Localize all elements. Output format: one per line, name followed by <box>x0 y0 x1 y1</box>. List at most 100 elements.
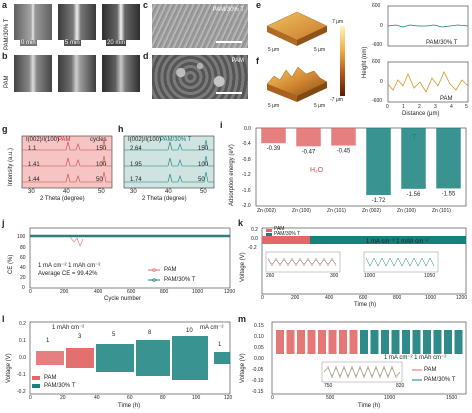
m-ytick: 0.05 <box>254 345 264 351</box>
cycling-block <box>454 330 463 354</box>
l-rate: 8 <box>148 330 152 336</box>
afm-e-ytick-bot: -600 <box>372 42 383 48</box>
panel-label-j: j <box>2 218 5 228</box>
rate-block <box>36 351 64 365</box>
k-xtick: 1200 <box>456 295 468 301</box>
photo-a-20min <box>102 4 140 40</box>
m-inset-start: 750 <box>324 383 333 389</box>
xrd-trace <box>22 171 112 183</box>
afm-e-ytick-mid: 0 <box>380 23 383 29</box>
afm-colorbar-top: 7 μm <box>332 19 344 25</box>
ce-condition: 1 mA cm⁻² 1 mAh cm⁻² <box>38 263 101 269</box>
m-xtick: 500 <box>326 395 335 401</box>
m-ylabel: Voltage (V) <box>240 353 246 383</box>
xrd-g-ylabel: Intensity (a.u.) <box>8 147 14 186</box>
ce-xlabel: Cycle number <box>104 296 142 302</box>
m-condition: 1 mA cm⁻² 1 mAh cm⁻² <box>384 355 447 361</box>
afm-xtick: 0 <box>386 104 389 110</box>
k-ytick-2: 0.2 <box>251 227 258 233</box>
l-xtick: 100 <box>192 395 201 401</box>
k-legend <box>266 229 272 236</box>
k-xtick: 400 <box>325 295 334 301</box>
ce-ytick: 0 <box>22 285 25 291</box>
l-xtick: 80 <box>160 395 166 401</box>
cycling-block <box>402 330 410 354</box>
k-inset1-start: 260 <box>266 273 275 279</box>
l-ytick: 0.1 <box>19 338 26 344</box>
l-ytick: -0.1 <box>17 372 26 378</box>
afm-profile-e <box>387 5 469 47</box>
ce-legend <box>148 268 160 282</box>
m-legend <box>412 369 422 381</box>
ce-legend-pam: PAM <box>164 267 177 273</box>
xrd-h-ratio-1: 1.95 <box>130 162 142 168</box>
afm-xtick: 2 <box>418 104 421 110</box>
cycling-block <box>370 330 379 354</box>
panel-label-b: b <box>2 51 8 61</box>
k-inset2-end: 1050 <box>424 273 436 279</box>
m-ytick: 0.15 <box>254 323 264 329</box>
adsorption-value-label: -1.55 <box>442 191 456 197</box>
afm-profile-f <box>387 61 469 103</box>
xrd-h-header-ratio: I(002)/I(100) <box>128 137 162 143</box>
rate-block <box>96 344 134 372</box>
bar-i-ytick: 0.0 <box>244 126 251 132</box>
bar-i-ytick: -2.0 <box>242 203 251 209</box>
cycling-chart-m <box>271 321 467 395</box>
bar-i-category: Zn (002) <box>362 208 381 214</box>
photo-b-5min <box>58 55 96 92</box>
bar-i-category: Zn (101) <box>327 208 346 214</box>
k-ytick-0: -0.2 <box>248 245 257 251</box>
panel-label-e: e <box>256 0 262 10</box>
m-ytick: -0.10 <box>252 378 264 384</box>
photo-b-20min <box>102 55 140 92</box>
l-cap-label: 1 mAh cm⁻² <box>52 325 85 331</box>
xrd-trace <box>124 155 214 167</box>
xrd-h-cycles-1: 100 <box>198 162 209 168</box>
l-legend-t: PAM/30% T <box>44 383 76 389</box>
ce-xtick: 400 <box>94 289 103 295</box>
k-inset-1 <box>265 251 341 273</box>
adsorption-bar <box>261 128 286 144</box>
adsorption-bar-chart: -0.39 -0.47 -0.45 -1.72 -1.56 -1.55 <box>255 127 467 207</box>
ce-xtick: 0 <box>29 289 32 295</box>
l-xtick: 60 <box>127 395 133 401</box>
k-inset2-start: 1000 <box>364 273 376 279</box>
xrd-trace <box>124 139 214 151</box>
afm-f-dim-y: 5 μm <box>314 103 326 109</box>
adsorption-bar <box>436 128 461 189</box>
cycling-block <box>444 330 452 354</box>
ce-ylabel: CE (%) <box>8 254 14 274</box>
xrd-h-cycles-0: 150 <box>198 146 209 152</box>
cycling-chart-k <box>261 227 467 295</box>
adsorption-value-label: -0.39 <box>267 146 281 152</box>
bar-i-group-h2o: H₂O <box>310 167 324 174</box>
xrd-chart-h <box>123 135 215 189</box>
cycling-block <box>412 330 421 354</box>
l-ylabel: Voltage (V) <box>6 353 12 383</box>
cycling-block <box>297 330 305 354</box>
m-xtick: 0 <box>271 395 274 401</box>
photo-b-0min <box>14 55 52 92</box>
k-xtick: 0 <box>261 295 264 301</box>
bar-i-ytick: -0.8 <box>242 157 251 163</box>
xrd-g-cycles-1: 100 <box>96 162 107 168</box>
afm-f-ytick-bot: -600 <box>372 98 383 104</box>
panel-label-k: k <box>238 218 244 228</box>
m-legend-t: PAM/30% T <box>424 377 456 383</box>
k-ytick-1: 0.0 <box>251 236 258 242</box>
bar-i-ytick: -0.4 <box>242 141 251 147</box>
m-xtick: 1000 <box>384 395 396 401</box>
k-condition: 1 mA cm⁻² 1 mAh cm⁻² <box>366 239 429 245</box>
ce-xtick: 200 <box>60 289 69 295</box>
k-xtick: 800 <box>393 295 402 301</box>
ce-xtick: 600 <box>127 289 136 295</box>
rate-block <box>172 336 208 380</box>
bar-i-category: Zn (101) <box>432 208 451 214</box>
xrd-g-header-cycles: cycles <box>90 137 107 143</box>
cycling-block <box>328 330 337 354</box>
xrd-g-cycles-0: 150 <box>96 146 107 152</box>
afm-3d-e <box>266 11 328 46</box>
l-unit-label: mA cm⁻² <box>200 325 224 331</box>
m-legend-pam: PAM <box>424 367 437 373</box>
